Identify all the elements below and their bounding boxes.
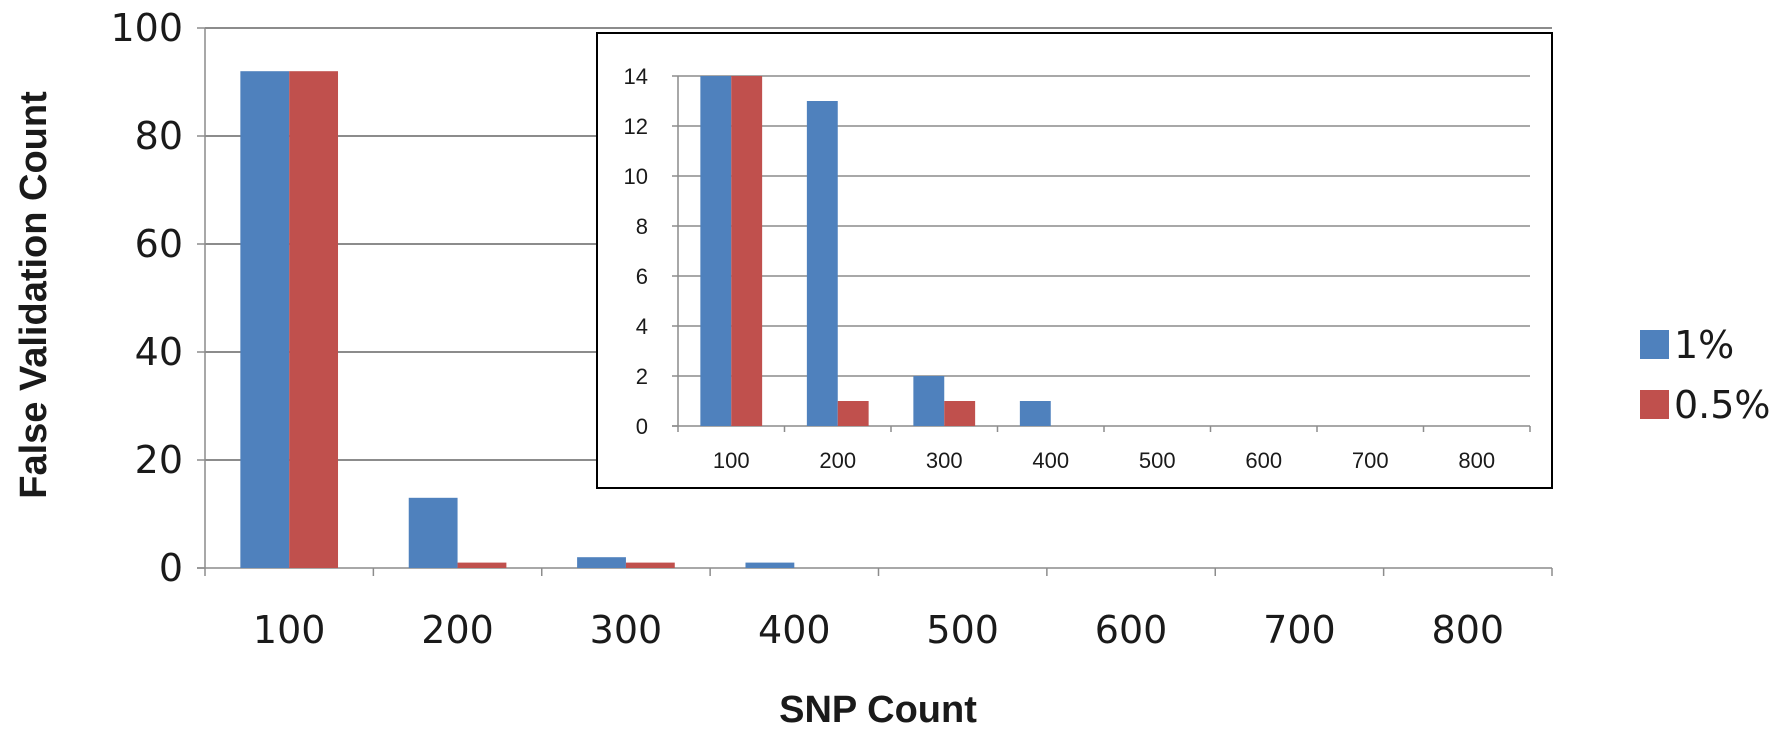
inset-y-tick-label: 6 bbox=[636, 264, 648, 289]
legend-swatch bbox=[1640, 330, 1669, 359]
legend-label: 0.5% bbox=[1674, 383, 1771, 427]
legend-label: 1% bbox=[1674, 323, 1734, 367]
inset-x-tick-label: 100 bbox=[713, 448, 750, 473]
main-x-tick-label: 300 bbox=[590, 608, 663, 652]
main-y-tick-label: 60 bbox=[135, 222, 183, 266]
inset-y-tick-label: 8 bbox=[636, 214, 648, 239]
inset-x-tick-label: 700 bbox=[1352, 448, 1389, 473]
main-bar bbox=[289, 71, 339, 568]
inset-tick-labels: 0 2 4 6 8 10 12 14 100 200 300 400 500 600 700 800 bbox=[624, 64, 1496, 473]
main-x-tick-label: 500 bbox=[926, 608, 999, 652]
inset-y-tick-label: 10 bbox=[624, 164, 648, 189]
inset-x-tick-label: 300 bbox=[926, 448, 963, 473]
main-bars bbox=[240, 71, 795, 568]
main-y-tick-label: 100 bbox=[110, 6, 183, 50]
main-bar bbox=[745, 562, 795, 568]
inset-bars bbox=[700, 76, 1051, 426]
inset-bar bbox=[700, 76, 732, 426]
legend-swatch bbox=[1640, 390, 1669, 419]
inset-bar bbox=[913, 376, 945, 426]
inset-bar bbox=[1019, 401, 1051, 426]
legend: 1% 0.5% bbox=[1640, 323, 1771, 427]
main-y-tick-label: 80 bbox=[135, 114, 183, 158]
inset-x-tick-label: 600 bbox=[1245, 448, 1282, 473]
main-x-tick-label: 100 bbox=[253, 608, 326, 652]
inset-bar bbox=[944, 401, 976, 426]
inset-bar bbox=[806, 101, 838, 426]
main-y-tick-label: 0 bbox=[159, 546, 183, 590]
main-x-tick-label: 600 bbox=[1095, 608, 1168, 652]
main-bar bbox=[577, 557, 626, 568]
main-x-tick-label: 700 bbox=[1263, 608, 1336, 652]
inset-y-tick-label: 14 bbox=[624, 64, 648, 89]
inset-x-tick-label: 500 bbox=[1139, 448, 1176, 473]
inset-y-tick-label: 0 bbox=[636, 414, 648, 439]
main-x-tick-label: 800 bbox=[1432, 608, 1505, 652]
inset-x-tick-label: 200 bbox=[819, 448, 856, 473]
inset-y-tick-label: 4 bbox=[636, 314, 648, 339]
inset-y-tick-label: 12 bbox=[624, 114, 648, 139]
main-y-tick-label: 20 bbox=[135, 438, 183, 482]
inset-x-tick-label: 800 bbox=[1458, 448, 1495, 473]
inset-y-tick-label: 2 bbox=[636, 364, 648, 389]
main-bar bbox=[625, 562, 675, 568]
y-axis-title: False Validation Count bbox=[13, 91, 55, 499]
inset-bar bbox=[837, 401, 869, 426]
main-y-tick-label: 40 bbox=[135, 330, 183, 374]
main-bar bbox=[457, 562, 507, 568]
inset-x-tick-label: 400 bbox=[1032, 448, 1069, 473]
x-axis-title: SNP Count bbox=[779, 689, 977, 731]
main-bar bbox=[240, 71, 290, 568]
main-bar bbox=[408, 497, 458, 568]
main-x-tick-label: 400 bbox=[758, 608, 831, 652]
main-x-tick-label: 200 bbox=[421, 608, 494, 652]
inset-bar bbox=[731, 76, 763, 426]
